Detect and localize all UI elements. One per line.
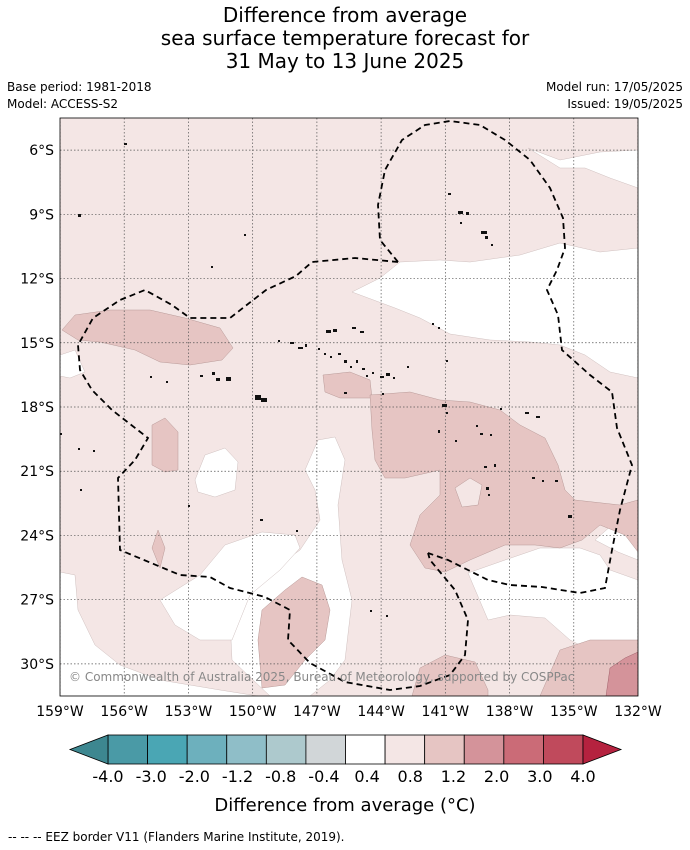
lat-tick-label: 12°S [20, 272, 54, 288]
anomaly-region-0.8-1.2-east [369, 391, 638, 573]
anomaly-region-neutral-north-small [60, 349, 86, 379]
anomaly-region-neutral-southeast [467, 547, 638, 661]
lat-tick-label: 9°S [29, 207, 54, 223]
anomaly-region-neutral-central [351, 242, 638, 379]
lon-tick-label: 144°W [357, 704, 405, 720]
lon-tick-label: 132°W [614, 704, 662, 720]
plot-border [59, 117, 639, 697]
longitude-tick-labels: 159°W 156°W 153°W 150°W 147°W 144°W 141°W 138°W… [36, 704, 662, 720]
eez-borders [77, 120, 633, 691]
title-line-2: sea surface temperature forecast for [160, 26, 530, 50]
colorbar-swatch [107, 734, 148, 765]
model-name: Model: ACCESS-S2 [7, 97, 119, 111]
copyright-text: © Commonwealth of Australia 2025, Bureau… [69, 670, 574, 684]
lon-tick-label: 141°W [422, 704, 470, 720]
eez-border-cook-islands [77, 257, 469, 691]
colorbar-swatch [305, 734, 346, 765]
model-run: Model run: 17/05/2025 [545, 80, 683, 94]
anomaly-region-neutral-north [527, 147, 638, 189]
colorbar-swatch [424, 734, 465, 765]
lon-tick-label: 135°W [550, 704, 598, 720]
anomaly-region-neutral-southwest [159, 531, 301, 641]
lat-tick-label: 18°S [20, 400, 54, 416]
map-plot-area: © Commonwealth of Australia 2025, Bureau… [60, 118, 638, 696]
colorbar-tick-label: -4.0 [92, 767, 123, 786]
title-line-3: 31 May to 13 June 2025 [225, 49, 465, 73]
lat-tick-label: 15°S [20, 336, 54, 352]
lat-tick-label: 21°S [20, 464, 54, 480]
lon-tick-label: 153°W [165, 704, 213, 720]
colorbar-over-arrow [582, 734, 623, 765]
anomaly-region-0.8-1.2-west [61, 309, 234, 366]
colorbar-swatch [226, 734, 267, 765]
lat-tick-label: 30°S [20, 657, 54, 673]
colorbar-tick-label: -0.4 [308, 767, 339, 786]
anomaly-region-neutral-small [194, 447, 239, 498]
colorbar: -4.0 -3.0 -2.0 -1.2 -0.8 -0.4 0.4 0.8 1.2 2.0 3.0 4… [68, 734, 623, 786]
lon-tick-label: 138°W [486, 704, 534, 720]
colorbar-tick-label: 4.0 [570, 767, 595, 786]
colorbar-swatch [345, 734, 386, 765]
lon-tick-label: 159°W [36, 704, 84, 720]
lon-tick-label: 156°W [100, 704, 148, 720]
colorbar-tick-label: 3.0 [527, 767, 552, 786]
lat-tick-label: 6°S [29, 143, 54, 159]
base-period: Base period: 1981-2018 [7, 80, 152, 94]
eez-footnote: -- -- -- EEZ border V11 (Flanders Marine… [8, 830, 345, 844]
colorbar-tick-label: -1.2 [222, 767, 253, 786]
colorbar-swatch [384, 734, 426, 765]
colorbar-swatch [463, 734, 505, 765]
colorbar-swatch [147, 734, 188, 765]
colorbar-swatch [543, 734, 584, 765]
colorbar-swatch [186, 734, 228, 765]
island-markers [60, 143, 572, 617]
eez-border-french-polynesia [377, 120, 633, 594]
colorbar-tick-label: 2.0 [484, 767, 509, 786]
colorbar-tick-label: -0.8 [265, 767, 296, 786]
anomaly-region-0.8-1.2-southeast [411, 654, 489, 696]
issued-date: Issued: 19/05/2025 [567, 97, 683, 111]
lon-tick-label: 150°W [229, 704, 277, 720]
anomaly-region-neutral-west [60, 571, 259, 696]
colorbar-tick-label: 0.4 [354, 767, 379, 786]
anomaly-region-0.8-1.2-east-hole [454, 477, 483, 508]
colorbar-under-arrow [68, 734, 109, 765]
colorbar-swatch [265, 734, 307, 765]
colorbar-tick-label: 1.2 [441, 767, 466, 786]
lat-tick-label: 24°S [20, 528, 54, 544]
colorbar-tick-label: -2.0 [179, 767, 210, 786]
anomaly-region-0.8-1.2-south [257, 576, 331, 689]
colorbar-swatch [503, 734, 544, 765]
colorbar-label: Difference from average (°C) [214, 795, 476, 816]
colorbar-tick-label: 0.8 [398, 767, 423, 786]
title-line-1: Difference from average [222, 3, 468, 27]
anomaly-region-0.8-1.2-west-small [151, 417, 179, 473]
anomaly-region-0.8-1.2-west-tiny [151, 529, 166, 569]
colorbar-tick-label: -3.0 [136, 767, 167, 786]
latitude-tick-labels: 6°S 9°S 12°S 15°S 18°S 21°S 24°S 27°S 30°S [20, 143, 54, 673]
anomaly-region-1.2-2.0-corner [605, 651, 638, 696]
lat-tick-label: 27°S [20, 593, 54, 609]
lon-tick-label: 147°W [293, 704, 341, 720]
